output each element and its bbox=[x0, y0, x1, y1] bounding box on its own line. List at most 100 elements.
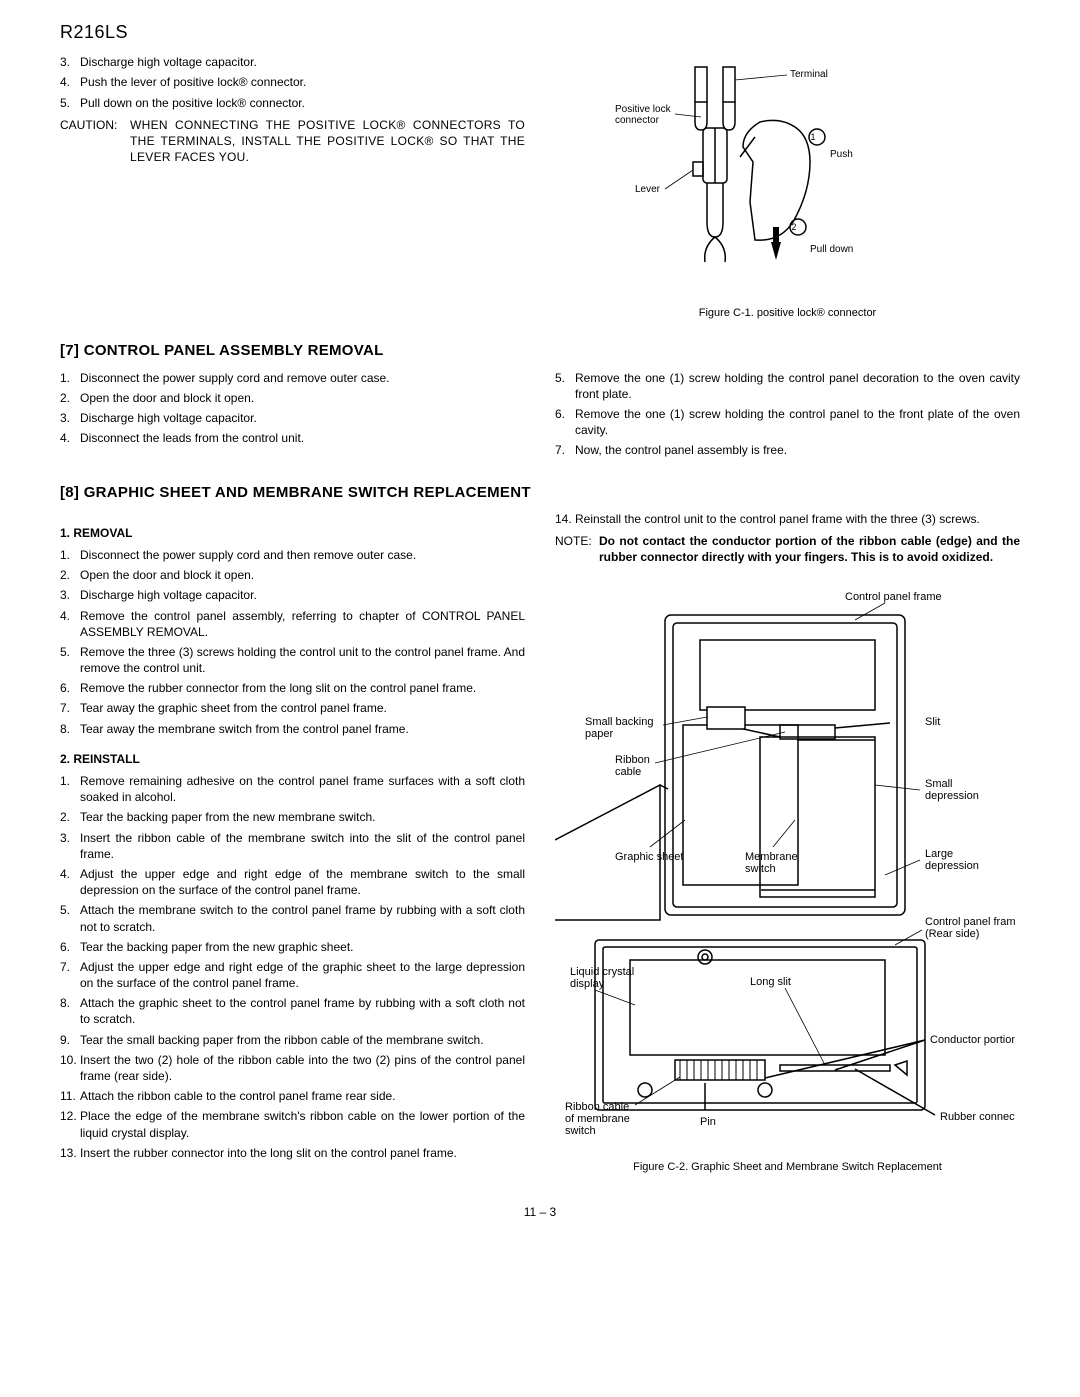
step-text: Remove the rubber connector from the lon… bbox=[80, 680, 525, 696]
svg-text:Rubber connector: Rubber connector bbox=[940, 1111, 1015, 1123]
right-continue-list: 14.Reinstall the control unit to the con… bbox=[555, 511, 1020, 527]
step-num: 3. bbox=[60, 587, 80, 603]
step-text: Remove the three (3) screws holding the … bbox=[80, 644, 525, 676]
step-num: 5. bbox=[60, 644, 80, 676]
label-lever: Lever bbox=[635, 184, 661, 195]
step-num: 7. bbox=[60, 700, 80, 716]
reinstall-list: 1.Remove remaining adhesive on the contr… bbox=[60, 773, 525, 1161]
note-label: NOTE: bbox=[555, 533, 599, 565]
section-7-title: [7] CONTROL PANEL ASSEMBLY REMOVAL bbox=[60, 341, 1020, 361]
svg-text:switch: switch bbox=[565, 1125, 596, 1137]
step-num: 13. bbox=[60, 1145, 80, 1161]
svg-text:display: display bbox=[570, 978, 605, 990]
step-text: Insert the rubber connector into the lon… bbox=[80, 1145, 525, 1161]
step-num: 2. bbox=[60, 809, 80, 825]
step-num: 3. bbox=[60, 830, 80, 862]
step-text: Remove remaining adhesive on the control… bbox=[80, 773, 525, 805]
svg-text:depression: depression bbox=[925, 790, 979, 802]
model-number: R216LS bbox=[60, 20, 1020, 44]
label-terminal: Terminal bbox=[790, 69, 828, 80]
section-8-title: [8] GRAPHIC SHEET AND MEMBRANE SWITCH RE… bbox=[60, 483, 1020, 503]
step-text: Now, the control panel assembly is free. bbox=[575, 442, 1020, 458]
step-num: 4. bbox=[60, 608, 80, 640]
svg-text:Push: Push bbox=[830, 149, 853, 160]
svg-text:Ribbon: Ribbon bbox=[615, 754, 650, 766]
step-text: Disconnect the leads from the control un… bbox=[80, 430, 525, 446]
figure-c1: Terminal Positive lock connector Lever 1… bbox=[555, 62, 1020, 321]
step-text: Adjust the upper edge and right edge of … bbox=[80, 866, 525, 898]
fig-c2-caption: Figure C-2. Graphic Sheet and Membrane S… bbox=[555, 1160, 1020, 1175]
svg-text:of membrane: of membrane bbox=[565, 1113, 630, 1125]
step-num: 2. bbox=[60, 567, 80, 583]
svg-text:Liquid crystal: Liquid crystal bbox=[570, 966, 634, 978]
step-text: Tear away the membrane switch from the c… bbox=[80, 721, 525, 737]
fig-c1-caption: Figure C-1. positive lock® connector bbox=[555, 306, 1020, 321]
step-text: Insert the ribbon cable of the membrane … bbox=[80, 830, 525, 862]
svg-text:Large: Large bbox=[925, 848, 953, 860]
removal-subtitle: 1. REMOVAL bbox=[60, 525, 525, 541]
page-number: 11 – 3 bbox=[60, 1204, 1020, 1220]
step-text: Discharge high voltage capacitor. bbox=[80, 410, 525, 426]
sec7-right-list: 5.Remove the one (1) screw holding the c… bbox=[555, 370, 1020, 459]
svg-text:2: 2 bbox=[791, 222, 796, 232]
top-steps-list: 3.Discharge high voltage capacitor. 4.Pu… bbox=[60, 54, 525, 111]
step-num: 3. bbox=[60, 54, 80, 70]
svg-text:Control panel frame: Control panel frame bbox=[925, 916, 1015, 928]
step-num: 10. bbox=[60, 1052, 80, 1084]
step-text: Discharge high voltage capacitor. bbox=[80, 587, 525, 603]
caution-label: CAUTION: bbox=[60, 117, 130, 166]
step-text: Attach the graphic sheet to the control … bbox=[80, 995, 525, 1027]
step-num: 11. bbox=[60, 1088, 80, 1104]
step-num: 4. bbox=[60, 866, 80, 898]
step-num: 8. bbox=[60, 995, 80, 1027]
svg-text:Control panel frame: Control panel frame bbox=[845, 591, 942, 603]
step-text: Attach the membrane switch to the contro… bbox=[80, 902, 525, 934]
step-text: Push the lever of positive lock® connect… bbox=[80, 74, 525, 90]
step-text: Adjust the upper edge and right edge of … bbox=[80, 959, 525, 991]
step-text: Disconnect the power supply cord and the… bbox=[80, 547, 525, 563]
svg-text:Pull down: Pull down bbox=[810, 244, 853, 255]
note-block: NOTE: Do not contact the conductor porti… bbox=[555, 533, 1020, 565]
svg-text:Ribbon cable: Ribbon cable bbox=[565, 1101, 629, 1113]
step-text: Disconnect the power supply cord and rem… bbox=[80, 370, 525, 386]
svg-text:Graphic sheet: Graphic sheet bbox=[615, 851, 683, 863]
step-text: Attach the ribbon cable to the control p… bbox=[80, 1088, 525, 1104]
step-num: 12. bbox=[60, 1108, 80, 1140]
step-text: Tear the backing paper from the new memb… bbox=[80, 809, 525, 825]
step-text: Tear away the graphic sheet from the con… bbox=[80, 700, 525, 716]
step-num: 7. bbox=[60, 959, 80, 991]
step-num: 6. bbox=[60, 939, 80, 955]
step-text: Remove the one (1) screw holding the con… bbox=[575, 406, 1020, 438]
label-poslock-1: Positive lock bbox=[615, 104, 672, 115]
step-num: 9. bbox=[60, 1032, 80, 1048]
step-text: Place the edge of the membrane switch's … bbox=[80, 1108, 525, 1140]
step-text: Pull down on the positive lock® connecto… bbox=[80, 95, 525, 111]
caution-text: WHEN CONNECTING THE POSITIVE LOCK® CONNE… bbox=[130, 117, 525, 166]
svg-text:Slit: Slit bbox=[925, 716, 940, 728]
svg-text:Membrane: Membrane bbox=[745, 851, 798, 863]
step-text: Open the door and block it open. bbox=[80, 390, 525, 406]
svg-text:Pin: Pin bbox=[700, 1116, 716, 1128]
svg-text:(Rear side): (Rear side) bbox=[925, 928, 979, 940]
svg-text:Conductor portions: Conductor portions bbox=[930, 1034, 1015, 1046]
step-num: 6. bbox=[60, 680, 80, 696]
removal-list: 1.Disconnect the power supply cord and t… bbox=[60, 547, 525, 737]
step-num: 4. bbox=[60, 74, 80, 90]
reinstall-subtitle: 2. REINSTALL bbox=[60, 751, 525, 767]
step-num: 8. bbox=[60, 721, 80, 737]
sec7-left-list: 1.Disconnect the power supply cord and r… bbox=[60, 370, 525, 447]
step-text: Discharge high voltage capacitor. bbox=[80, 54, 525, 70]
svg-text:paper: paper bbox=[585, 728, 613, 740]
step-num: 5. bbox=[60, 95, 80, 111]
svg-text:depression: depression bbox=[925, 860, 979, 872]
svg-text:cable: cable bbox=[615, 766, 641, 778]
svg-text:Small backing: Small backing bbox=[585, 716, 653, 728]
step-num: 1. bbox=[60, 773, 80, 805]
step-text: Tear the small backing paper from the ri… bbox=[80, 1032, 525, 1048]
svg-text:1: 1 bbox=[810, 132, 815, 142]
caution-block: CAUTION: WHEN CONNECTING THE POSITIVE LO… bbox=[60, 117, 525, 166]
svg-text:Small: Small bbox=[925, 778, 953, 790]
figure-c2: Control panel frame Small backing paper … bbox=[555, 585, 1020, 1174]
step-text: Remove the control panel assembly, refer… bbox=[80, 608, 525, 640]
label-poslock-2: connector bbox=[615, 115, 660, 126]
